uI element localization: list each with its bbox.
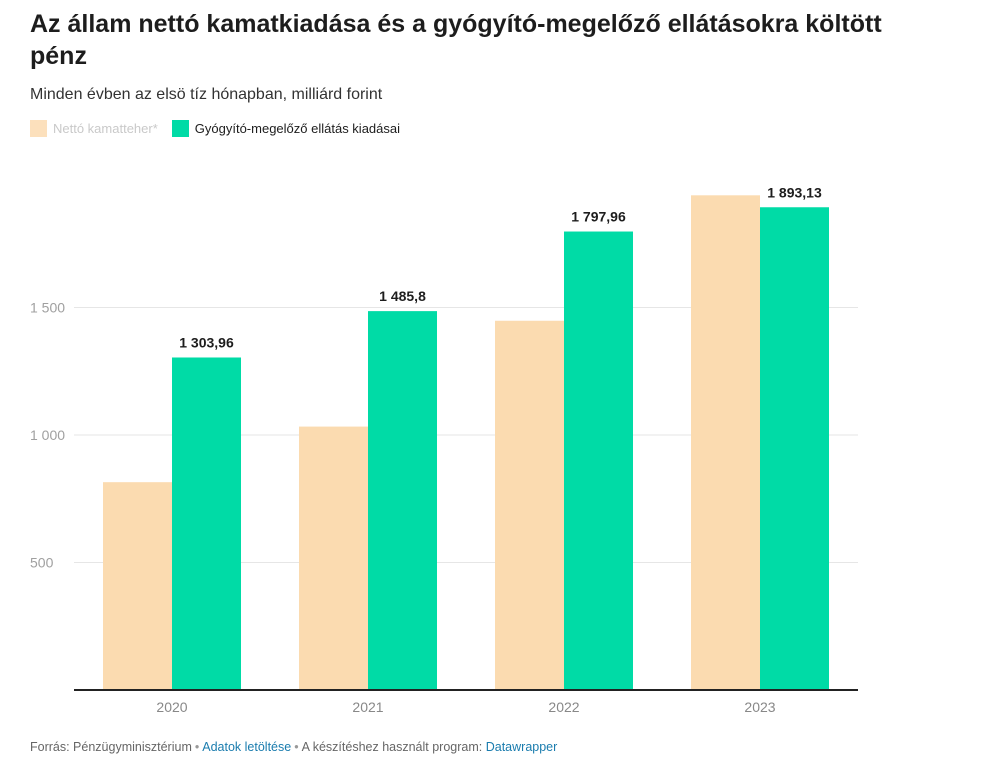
x-tick-label: 2020 bbox=[156, 699, 187, 715]
x-tick-label: 2023 bbox=[744, 699, 775, 715]
footer-separator-2: • bbox=[294, 740, 299, 754]
bar-chart: 500 1 000 1 500 1 303,96 2020 1 485,8 2021 1 79… bbox=[30, 184, 858, 715]
x-tick-label: 2021 bbox=[352, 699, 383, 715]
bar-interest-2021 bbox=[299, 426, 368, 690]
chart-subtitle: Minden évben az elsö tíz hónapban, milli… bbox=[30, 86, 383, 103]
download-data-link[interactable]: Adatok letöltése bbox=[202, 740, 292, 754]
legend-label-interest: Nettó kamatteher* bbox=[53, 121, 158, 136]
data-label: 1 485,8 bbox=[379, 288, 426, 304]
data-label: 1 303,96 bbox=[179, 334, 234, 350]
legend-item-healthcare[interactable]: Gyógyító-megelőző ellátás kiadásai bbox=[171, 120, 401, 137]
legend-swatch-healthcare bbox=[171, 120, 189, 137]
data-label: 1 893,13 bbox=[767, 184, 822, 200]
x-tick-label: 2022 bbox=[548, 699, 579, 715]
y-tick-label: 1 500 bbox=[30, 300, 65, 316]
y-tick-label: 1 000 bbox=[30, 427, 65, 443]
legend-swatch-interest bbox=[30, 120, 47, 137]
bar-healthcare-2022 bbox=[564, 231, 633, 690]
legend-label-healthcare: Gyógyító-megelőző ellátás kiadásai bbox=[194, 121, 401, 136]
bar-interest-2022 bbox=[495, 320, 564, 690]
data-label: 1 797,96 bbox=[571, 209, 626, 225]
footer-source: Forrás: Pénzügyminisztérium bbox=[30, 740, 192, 754]
bar-interest-2023 bbox=[691, 195, 760, 691]
legend-item-interest[interactable]: Nettó kamatteher* bbox=[30, 120, 158, 137]
chart-title: Az állam nettó kamatkiadása és a gyógyít… bbox=[30, 10, 882, 70]
y-tick-label: 500 bbox=[30, 555, 54, 571]
bar-healthcare-2021 bbox=[368, 311, 437, 690]
footer-separator-1: • bbox=[194, 740, 200, 754]
bar-healthcare-2020 bbox=[172, 357, 241, 690]
chart-legend: Nettó kamatteher* Gyógyító-megelőző ellá… bbox=[30, 120, 414, 137]
bar-healthcare-2023 bbox=[760, 207, 829, 691]
footer-made-with: A készítéshez használt program: bbox=[301, 740, 483, 754]
bar-interest-2020 bbox=[103, 482, 172, 690]
footer: Forrás: Pénzügyminisztérium • Adatok letöl… bbox=[30, 740, 557, 754]
datawrapper-link[interactable]: Datawrapper bbox=[485, 740, 558, 754]
